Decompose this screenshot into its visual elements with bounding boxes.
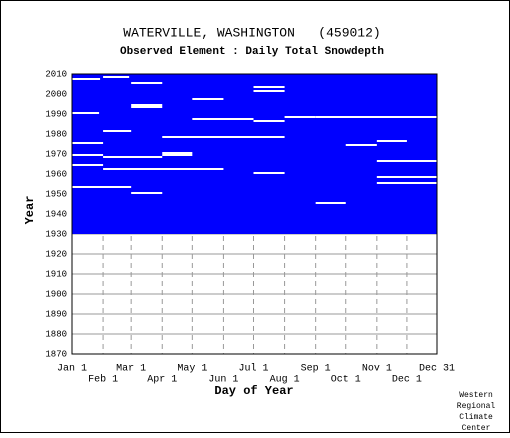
missing-data — [253, 90, 285, 92]
missing-data — [376, 160, 437, 162]
missing-data — [131, 82, 163, 84]
y-tick-label: 1970 — [45, 149, 67, 159]
x-tick-label: Mar 1 — [116, 364, 146, 375]
x-tick-label: Sep 1 — [301, 364, 331, 375]
chart-subtitle: Observed Element : Daily Total Snowdepth — [120, 46, 384, 58]
missing-data — [103, 168, 224, 170]
plot-border — [71, 73, 438, 355]
x-tick-label: Nov 1 — [362, 364, 392, 375]
x-tick-label: Jul 1 — [238, 363, 268, 375]
y-tick-label: 1980 — [45, 129, 67, 139]
missing-data — [192, 98, 224, 100]
x-tick-label: Jan 1 — [57, 364, 87, 375]
y-tick-label: 1990 — [45, 109, 67, 119]
missing-data — [253, 86, 285, 88]
missing-data — [376, 176, 437, 178]
x-tick-label: Aug 1 — [270, 375, 300, 386]
y-tick-label: 1940 — [45, 209, 67, 219]
y-tick-label: 1880 — [45, 329, 67, 339]
missing-data — [315, 116, 437, 118]
y-tick-label: 1900 — [45, 289, 67, 299]
footer: Regional — [457, 402, 496, 411]
footer: Western — [459, 391, 493, 400]
missing-data — [345, 144, 377, 146]
missing-data — [72, 154, 104, 156]
missing-data — [376, 140, 407, 142]
missing-data — [72, 112, 100, 114]
missing-data — [315, 202, 346, 204]
missing-data — [162, 152, 193, 154]
y-tick-label: 1950 — [45, 189, 67, 199]
x-axis-label: Day of Year — [214, 384, 293, 398]
missing-data — [376, 182, 437, 184]
y-tick-label: 2010 — [45, 69, 67, 79]
footer: Climate — [459, 413, 493, 422]
y-tick-label: 1930 — [45, 229, 67, 239]
x-tick-label: Apr 1 — [147, 375, 177, 386]
x-tick-label: Feb 1 — [88, 374, 118, 386]
missing-data — [72, 164, 104, 166]
chart-title: WATERVILLE, WASHINGTON (459012) — [123, 25, 380, 40]
missing-data — [131, 106, 163, 108]
x-tick-label: May 1 — [177, 364, 207, 375]
x-tick-label: Oct 1 — [331, 375, 361, 386]
y-tick-label: 1920 — [45, 249, 67, 259]
x-tick-label: Dec 31 — [419, 364, 455, 375]
missing-data — [162, 154, 193, 156]
missing-data — [192, 118, 254, 120]
missing-data — [284, 116, 316, 118]
y-tick-label: 1870 — [45, 349, 67, 359]
x-tick-label: Dec 1 — [392, 375, 422, 386]
y-tick-label: 2000 — [45, 89, 67, 99]
missing-data — [103, 156, 163, 158]
y-axis-label: Year — [23, 196, 37, 225]
missing-data — [72, 78, 101, 80]
missing-data — [131, 192, 163, 194]
data-coverage — [72, 74, 437, 234]
missing-data — [253, 172, 285, 174]
missing-data — [72, 142, 104, 144]
missing-data — [103, 130, 132, 132]
x-tick-label: Jun 1 — [208, 375, 238, 386]
missing-data — [162, 136, 285, 138]
y-tick-label: 1910 — [45, 269, 67, 279]
missing-data — [131, 104, 163, 106]
missing-data — [72, 186, 132, 188]
y-tick-label: 1960 — [45, 169, 67, 179]
missing-data — [253, 120, 285, 122]
missing-data — [103, 76, 130, 78]
y-tick-label: 1890 — [45, 309, 67, 319]
footer: Center — [462, 424, 491, 433]
